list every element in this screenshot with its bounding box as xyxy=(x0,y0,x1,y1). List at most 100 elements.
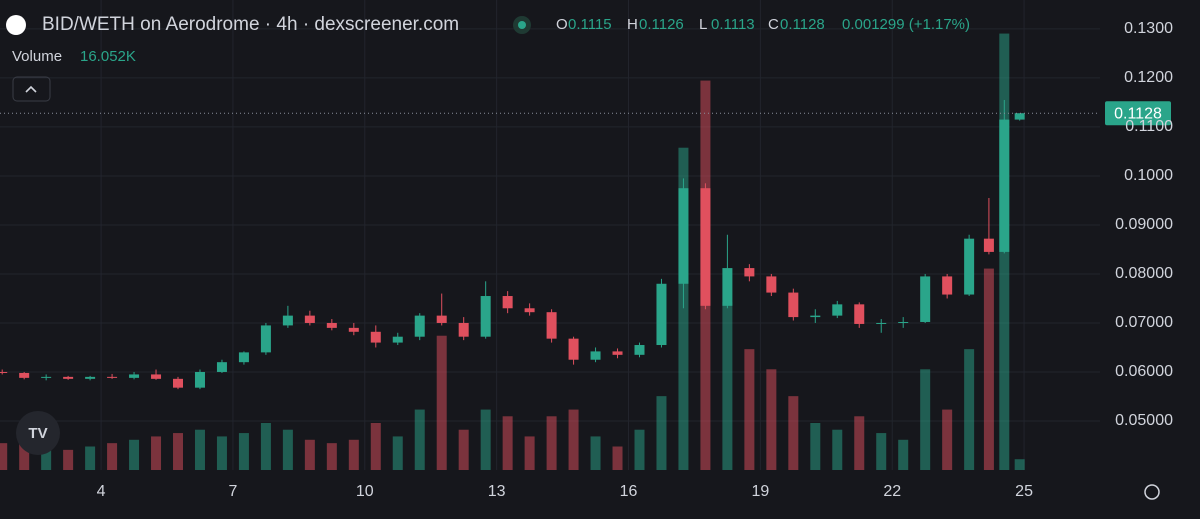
volume-bar xyxy=(546,416,557,470)
candle-body xyxy=(260,325,271,353)
candle-body xyxy=(282,315,293,326)
candle-body xyxy=(194,371,205,388)
volume-bar xyxy=(810,423,821,470)
candle-body xyxy=(898,321,909,323)
y-tick-label: 0.1100 xyxy=(1125,118,1173,135)
candle-body xyxy=(480,296,491,337)
candle-body xyxy=(920,276,931,322)
volume-bar xyxy=(832,429,843,470)
x-tick-label: 16 xyxy=(620,483,638,500)
candle-body xyxy=(546,312,557,339)
candle-body xyxy=(370,331,381,343)
candle-body xyxy=(129,374,140,378)
candle-body xyxy=(238,352,249,363)
volume-bar xyxy=(85,446,96,470)
candle-body xyxy=(0,371,8,373)
candle-body xyxy=(744,268,755,277)
volume-bar xyxy=(41,446,52,470)
candle-body xyxy=(634,345,645,355)
volume-bar xyxy=(414,409,425,470)
candle-body xyxy=(63,376,74,379)
volume-bar xyxy=(348,439,359,470)
y-tick-label: 0.1300 xyxy=(1124,20,1173,37)
candle-body xyxy=(854,304,865,324)
volume-bar xyxy=(436,335,447,470)
volume-bar xyxy=(920,369,931,470)
volume-bar xyxy=(173,433,184,470)
y-tick-label: 0.09000 xyxy=(1115,216,1173,233)
ohlc-label: O xyxy=(556,16,568,33)
candle-body xyxy=(173,378,184,388)
candle-body xyxy=(810,315,821,318)
y-tick-label: 0.06000 xyxy=(1115,363,1173,380)
change-value: 0.001299 (+1.17%) xyxy=(842,16,970,33)
volume-bar xyxy=(458,429,469,470)
candle-body xyxy=(19,372,30,378)
candle-body xyxy=(151,374,162,379)
candle-body xyxy=(656,283,667,346)
price-tag-label: 0.1128 xyxy=(1114,105,1162,122)
candle-body xyxy=(700,188,711,306)
collapse-button[interactable] xyxy=(12,76,51,102)
volume-bar xyxy=(304,439,315,470)
chart-title: BID/WETH on Aerodrome · 4h · dexscreener… xyxy=(42,14,459,35)
candle-body xyxy=(41,376,52,378)
tv-logo-text: TV xyxy=(28,425,47,442)
volume-bar xyxy=(151,436,162,470)
logo xyxy=(6,15,26,35)
candle-body xyxy=(85,376,96,379)
x-tick-label: 4 xyxy=(97,483,106,500)
volume-bar xyxy=(898,439,909,470)
volume-bar xyxy=(0,443,8,470)
price-tag xyxy=(1105,101,1171,126)
volume-bar xyxy=(326,443,337,470)
volume-bar xyxy=(854,416,865,470)
ohlc-label: H xyxy=(627,16,638,33)
tv-logo[interactable] xyxy=(16,411,60,455)
candle-body xyxy=(326,322,337,328)
x-tick-label: 10 xyxy=(356,483,374,500)
candle-body xyxy=(876,322,887,324)
volume-bar xyxy=(590,436,601,470)
volume-title: Volume xyxy=(12,48,62,65)
candle-body xyxy=(832,304,843,316)
volume-bar xyxy=(634,429,645,470)
volume-bar xyxy=(194,429,205,470)
volume-bar xyxy=(392,436,403,470)
candle-body xyxy=(304,315,315,323)
candle-body xyxy=(392,336,403,343)
volume-bar xyxy=(502,416,513,470)
volume-bar xyxy=(63,449,74,470)
candle-body xyxy=(458,322,469,337)
volume-bar xyxy=(238,433,249,470)
ohlc-value: 0.1128 xyxy=(780,16,825,33)
candle-body xyxy=(722,268,733,306)
candle-body xyxy=(1014,113,1025,120)
y-tick-label: 0.07000 xyxy=(1115,314,1173,331)
volume-bar xyxy=(722,302,733,470)
volume-bar xyxy=(524,436,535,470)
candle-body xyxy=(766,276,777,293)
volume-bar xyxy=(1014,459,1025,470)
volume-value: 16.052K xyxy=(80,48,136,65)
candle-body xyxy=(414,315,425,337)
volume-bar xyxy=(983,268,994,470)
volume-bar xyxy=(766,369,777,470)
x-tick-label: 7 xyxy=(228,483,237,500)
volume-bar xyxy=(942,409,953,470)
ohlc-value: 0.1113 xyxy=(711,16,755,33)
candle-body xyxy=(524,308,535,313)
settings-icon[interactable] xyxy=(1144,484,1160,500)
x-tick-label: 25 xyxy=(1015,483,1033,500)
ohlc-value: 0.1115 xyxy=(568,16,612,33)
volume-bar xyxy=(612,446,623,470)
candle-body xyxy=(348,327,359,332)
x-tick-label: 13 xyxy=(488,483,506,500)
x-tick-label: 19 xyxy=(751,483,769,500)
candle-body xyxy=(942,276,953,295)
y-tick-label: 0.1200 xyxy=(1124,69,1173,86)
ohlc-label: C xyxy=(768,16,779,33)
volume-bar xyxy=(282,429,293,470)
volume-bar xyxy=(568,409,579,470)
collapse-icon xyxy=(25,85,37,93)
